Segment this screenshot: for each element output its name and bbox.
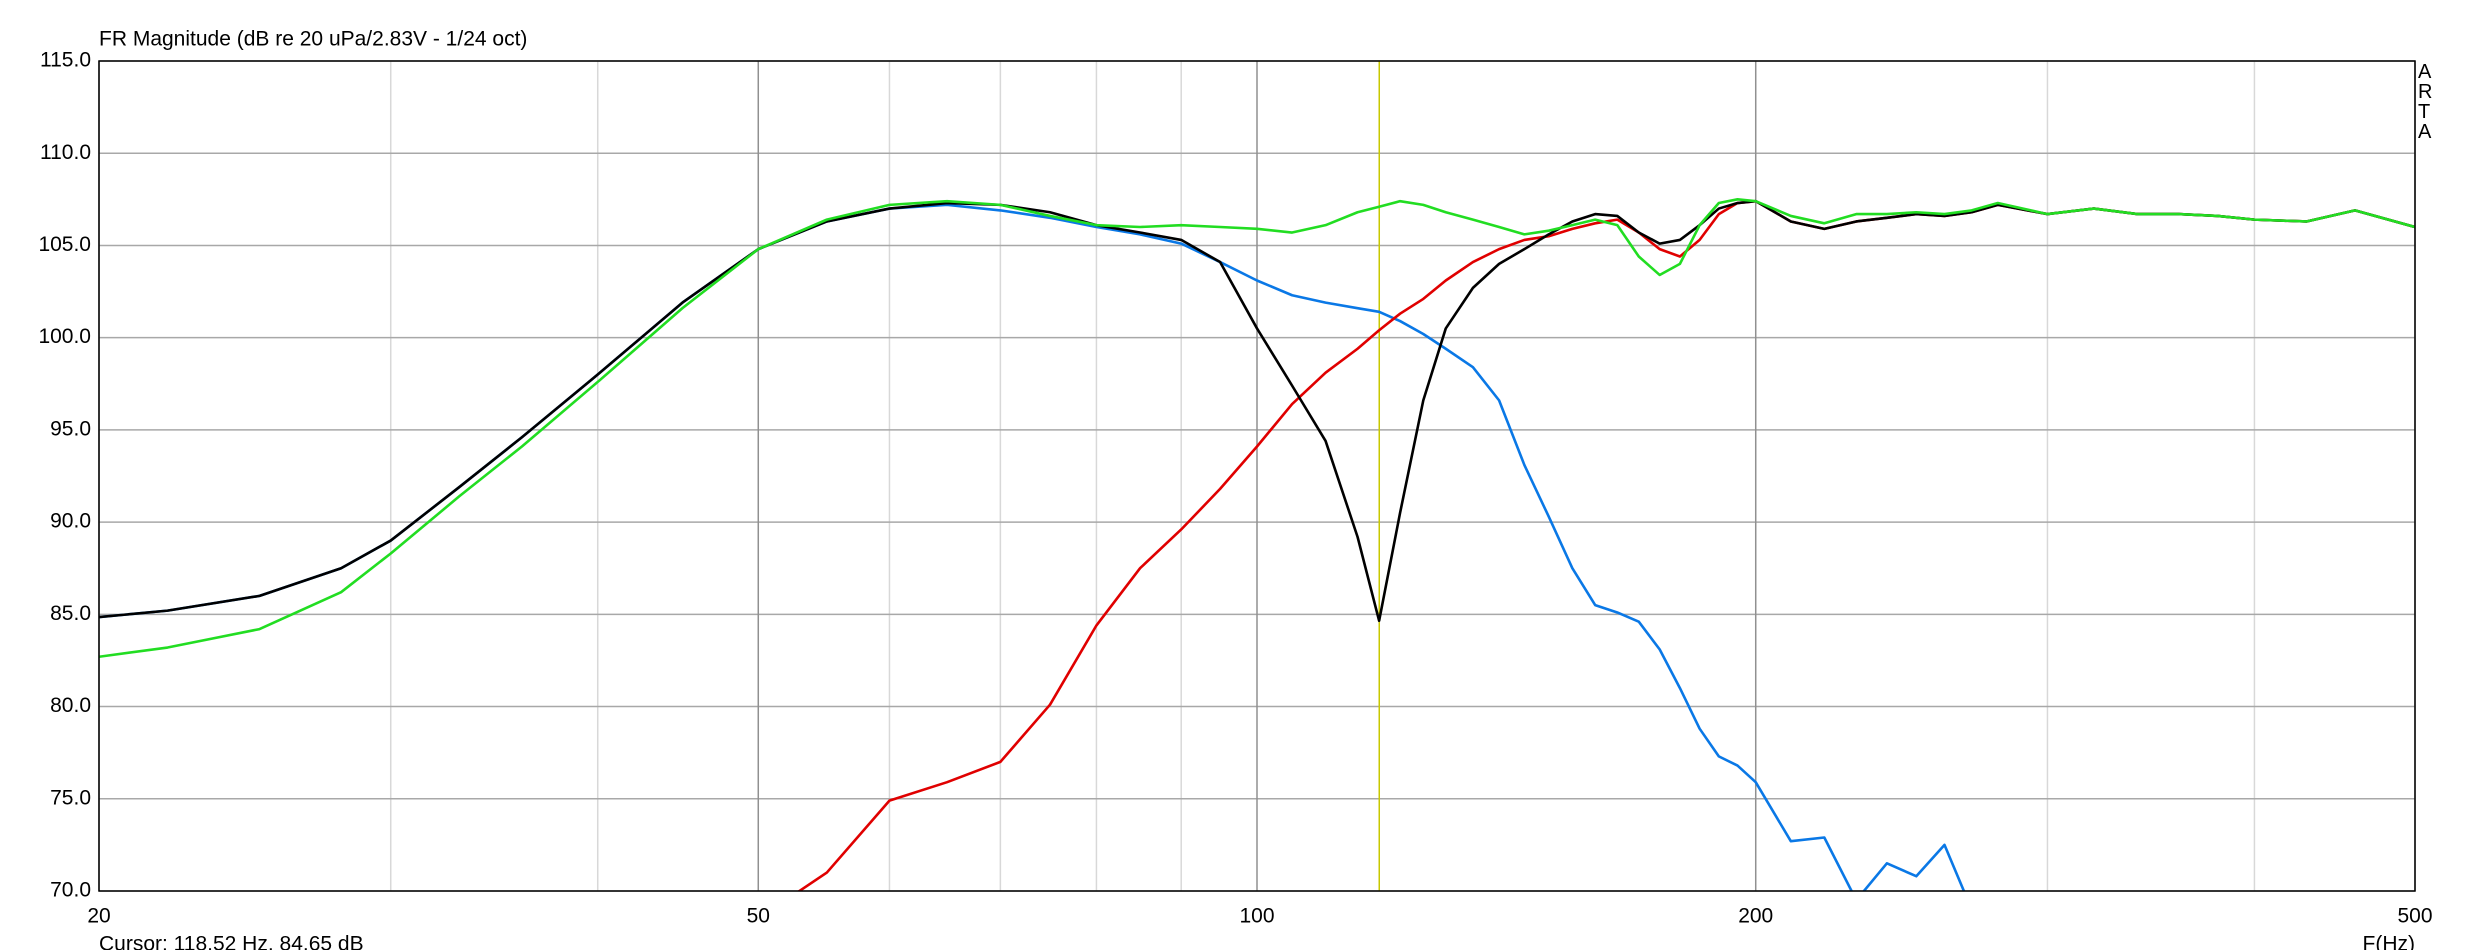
y-tick-label: 80.0: [50, 694, 91, 717]
x-tick-label: 200: [1738, 905, 1773, 928]
series-line: [797, 199, 2415, 891]
x-tick-label: 500: [2397, 905, 2432, 928]
chart-title: FR Magnitude (dB re 20 uPa/2.83V - 1/24 …: [99, 28, 527, 51]
y-tick-label: 90.0: [50, 510, 91, 533]
x-axis-label: F(Hz): [2363, 933, 2415, 950]
plot-border: [98, 60, 2416, 892]
series-line: [99, 198, 2415, 659]
y-tick-label: 105.0: [38, 233, 91, 256]
x-tick-label: 20: [87, 905, 110, 928]
cursor-readout: Cursor: 118.52 Hz, 84.65 dB: [99, 933, 364, 950]
watermark: ARTA: [2418, 61, 2433, 143]
y-tick-label: 115.0: [40, 49, 91, 72]
y-tick-label: 85.0: [50, 602, 91, 625]
x-tick-label: 100: [1239, 905, 1274, 928]
y-tick-label: 100.0: [38, 325, 91, 348]
series-line: [99, 203, 1966, 891]
y-tick-label: 75.0: [50, 786, 91, 809]
y-tick-label: 95.0: [50, 417, 91, 440]
plot-area: [99, 198, 2415, 891]
y-tick-label: 110.0: [40, 141, 91, 164]
x-tick-label: 50: [747, 905, 770, 928]
y-tick-label: 70.0: [50, 879, 91, 902]
